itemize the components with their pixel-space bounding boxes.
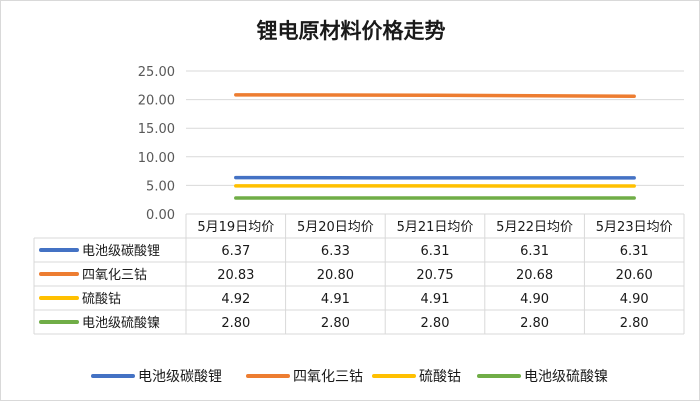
table-cell: 6.37 — [221, 244, 250, 259]
y-tick-label: 25.00 — [138, 65, 175, 80]
table-cell: 4.92 — [221, 292, 250, 307]
table-row-label: 四氧化三钴 — [82, 268, 147, 283]
legend-label: 电池级硫酸镍 — [524, 369, 608, 385]
y-tick-label: 15.00 — [138, 122, 175, 137]
y-axis: 0.00 5.00 10.00 15.00 20.00 25.00 — [138, 65, 175, 223]
y-tick-label: 10.00 — [138, 151, 175, 166]
table-row-label: 电池级硫酸镍 — [82, 316, 160, 331]
legend-label: 电池级碳酸锂 — [138, 369, 222, 385]
plot-series — [236, 95, 634, 198]
table-cell: 6.31 — [520, 244, 549, 259]
legend-label: 硫酸钴 — [419, 369, 461, 385]
table-cell: 6.33 — [321, 244, 350, 259]
table-cell: 6.31 — [421, 244, 450, 259]
table-cell: 2.80 — [620, 316, 649, 331]
gridlines — [186, 71, 684, 214]
table-cell: 4.90 — [520, 292, 549, 307]
legend: 电池级碳酸锂 四氧化三钴 硫酸钴 电池级硫酸镍 — [93, 369, 608, 385]
table-header: 5月19日均价 — [197, 220, 274, 235]
y-tick-label: 5.00 — [146, 179, 175, 194]
table-cell: 2.80 — [421, 316, 450, 331]
table-header: 5月23日均价 — [596, 220, 673, 235]
table-cell: 2.80 — [221, 316, 250, 331]
table-cell: 6.31 — [620, 244, 649, 259]
table-cell: 2.80 — [520, 316, 549, 331]
table-cell: 20.68 — [516, 268, 553, 283]
y-tick-label: 0.00 — [146, 208, 175, 223]
table-cell: 20.83 — [217, 268, 254, 283]
table-header: 5月22日均价 — [496, 220, 573, 235]
data-table: 5月19日均价 5月20日均价 5月21日均价 5月22日均价 5月23日均价电池级碳酸… — [34, 214, 684, 334]
legend-label: 四氧化三钴 — [293, 369, 363, 385]
table-cell: 2.80 — [321, 316, 350, 331]
table-row-label: 硫酸钴 — [82, 292, 121, 307]
chart-title: 锂电原材料价格走势 — [257, 19, 446, 43]
table-cell: 4.91 — [321, 292, 350, 307]
table-cell: 20.60 — [616, 268, 653, 283]
table-cell: 4.90 — [620, 292, 649, 307]
table-cell: 20.80 — [317, 268, 354, 283]
table-cell: 20.75 — [416, 268, 453, 283]
table-header: 5月21日均价 — [397, 220, 474, 235]
table-row-label: 电池级碳酸锂 — [82, 244, 160, 259]
table-header: 5月20日均价 — [297, 220, 374, 235]
y-tick-label: 20.00 — [138, 94, 175, 109]
series-line-2 — [236, 95, 634, 96]
table-cell: 4.91 — [421, 292, 450, 307]
